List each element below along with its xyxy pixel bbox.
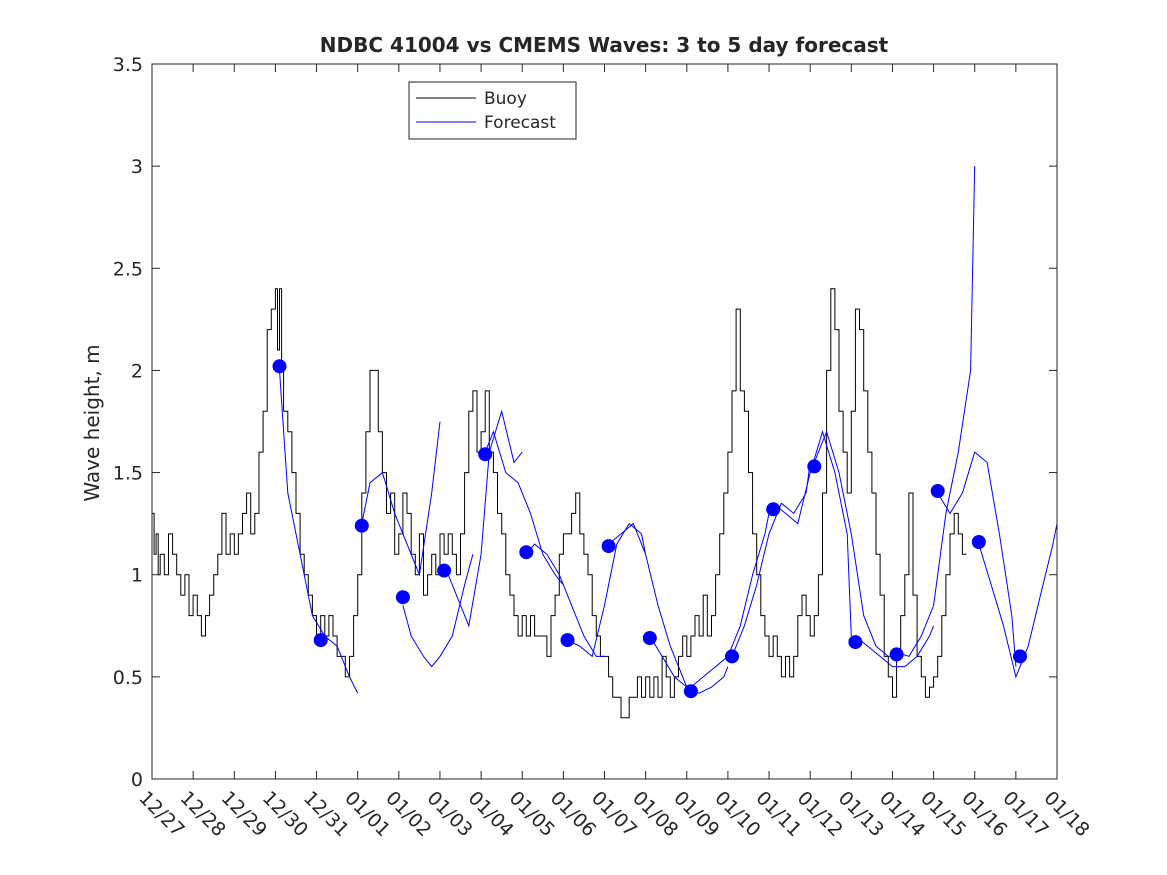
- forecast-point-16: [889, 647, 904, 662]
- x-tick-label: 01/14: [875, 787, 929, 841]
- x-tick-label: 01/02: [381, 787, 435, 841]
- forecast-segment-16: [937, 451, 1017, 667]
- y-tick-label: 3: [131, 156, 143, 178]
- x-tick-label: 01/07: [587, 787, 641, 841]
- x-tick-label: 01/08: [628, 787, 682, 841]
- forecast-segment-10: [690, 513, 770, 688]
- x-tick-label: 01/12: [793, 787, 847, 841]
- forecast-point-13: [766, 502, 781, 517]
- forecast-segment-5: [484, 430, 564, 586]
- y-tick-label: 3.5: [113, 54, 143, 76]
- forecast-segment-7: [567, 522, 647, 658]
- forecast-point-19: [1013, 649, 1027, 664]
- x-tick-label: 12/28: [176, 787, 230, 841]
- forecast-segment-12: [772, 429, 852, 637]
- forecast-point-4: [395, 590, 410, 605]
- x-tick-label: 01/01: [340, 787, 394, 841]
- chart-title: NDBC 41004 vs CMEMS Waves: 3 to 5 day fo…: [320, 33, 889, 57]
- x-tick-label: 12/27: [134, 787, 188, 841]
- x-tick-label: 01/11: [751, 787, 805, 841]
- plot-area: [152, 64, 1057, 779]
- x-tick-label: 01/16: [957, 787, 1011, 841]
- forecast-point-11: [683, 684, 698, 699]
- x-tick-label: 01/06: [546, 787, 600, 841]
- forecast-point-14: [807, 459, 822, 474]
- forecast-segment-6: [525, 543, 605, 657]
- x-tick-label: 01/10: [710, 787, 764, 841]
- series-layer: [152, 166, 1058, 719]
- forecast-segment-13: [813, 430, 893, 657]
- x-tick-label: 01/18: [1039, 787, 1093, 841]
- y-tick-label: 2: [131, 360, 143, 382]
- y-tick-label: 1: [131, 565, 143, 587]
- forecast-point-2: [313, 633, 328, 648]
- forecast-segment-14: [855, 625, 935, 668]
- forecast-point-10: [642, 631, 657, 645]
- legend-forecast-label: Forecast: [484, 113, 556, 133]
- legend: Buoy Forecast: [408, 81, 577, 140]
- forecast-segment-8: [608, 522, 688, 688]
- forecast-point-8: [560, 633, 575, 648]
- forecast-point-1: [272, 359, 287, 374]
- forecast-point-15: [848, 635, 863, 650]
- forecast-segment-1: [279, 370, 359, 694]
- x-tick-label: 01/09: [669, 787, 723, 841]
- forecast-point-18: [971, 535, 986, 549]
- forecast-point-17: [930, 484, 945, 498]
- forecast-point-7: [519, 545, 534, 560]
- x-tick-label: 01/13: [834, 787, 888, 841]
- forecast-point-12: [725, 649, 739, 664]
- forecast-point-9: [601, 539, 616, 554]
- forecast-segment-2: [361, 421, 441, 577]
- x-tick-label: 12/31: [299, 787, 353, 841]
- forecast-point-5: [437, 563, 452, 578]
- y-tick-label: 0: [131, 769, 143, 791]
- y-tick-label: 2.5: [113, 258, 143, 280]
- legend-box: [408, 81, 577, 140]
- buoy-series-line: [152, 288, 967, 719]
- forecast-segment-3: [402, 554, 474, 668]
- x-tick-label: 01/05: [505, 787, 559, 841]
- x-tick-label: 12/29: [217, 787, 271, 841]
- x-tick-label: 01/17: [998, 787, 1052, 841]
- forecast-segment-4: [443, 409, 523, 628]
- y-tick-label: 1.5: [113, 463, 143, 485]
- legend-buoy-label: Buoy: [484, 89, 527, 109]
- x-tick-label: 01/03: [422, 787, 476, 841]
- x-tick-label: 12/30: [258, 787, 312, 841]
- forecast-segment-15: [896, 166, 976, 658]
- y-axis-label: Wave height, m: [80, 344, 104, 501]
- forecast-point-3: [354, 518, 369, 533]
- y-tick-label: 0.5: [113, 667, 143, 689]
- x-tick-label: 01/04: [464, 787, 518, 841]
- forecast-point-6: [478, 447, 493, 462]
- x-tick-label: 01/15: [916, 787, 970, 841]
